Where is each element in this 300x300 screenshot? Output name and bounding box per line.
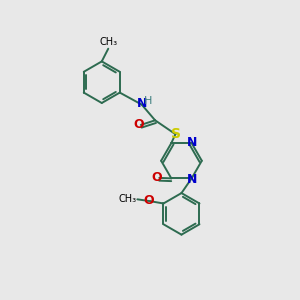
Text: N: N xyxy=(187,136,197,149)
Text: H: H xyxy=(144,96,152,106)
Text: S: S xyxy=(171,127,181,141)
Text: N: N xyxy=(187,172,197,185)
Text: N: N xyxy=(136,98,147,110)
Text: O: O xyxy=(143,194,154,207)
Text: CH₃: CH₃ xyxy=(99,37,117,47)
Text: O: O xyxy=(133,118,144,131)
Text: CH₃: CH₃ xyxy=(118,194,136,204)
Text: O: O xyxy=(151,171,162,184)
